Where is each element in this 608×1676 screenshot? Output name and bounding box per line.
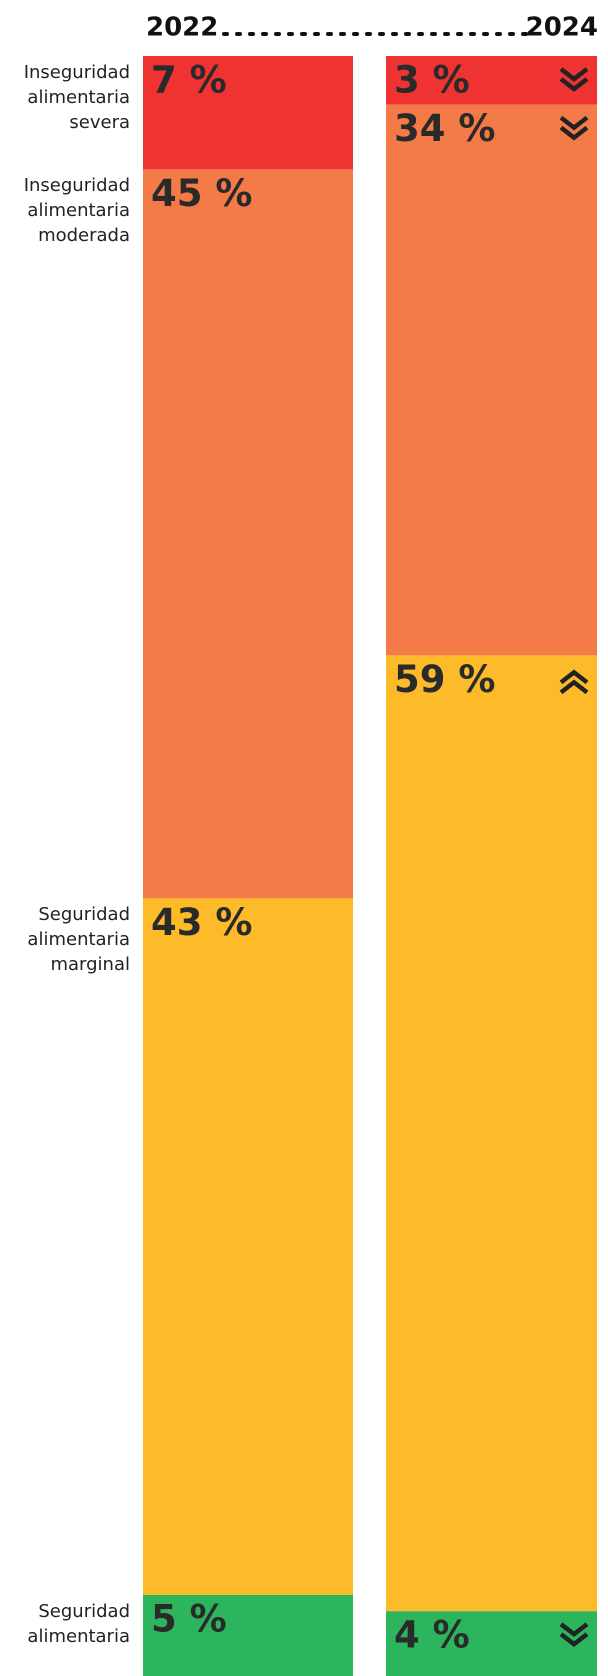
value-label: 59 % <box>394 658 495 701</box>
series-label: Inseguridad alimentaria severa <box>23 62 130 133</box>
bar-segment <box>386 1611 597 1676</box>
trend-icon <box>559 115 589 131</box>
series-label: Seguridad alimentaria marginal <box>27 904 130 976</box>
value-label: 5 % <box>151 1598 227 1641</box>
trend-icon <box>559 125 589 141</box>
value-label: 45 % <box>151 172 252 215</box>
value-label: 34 % <box>394 107 495 150</box>
series-label: Inseguridad alimentaria moderada <box>23 175 130 247</box>
bar-segment <box>386 655 597 1612</box>
bar-segment <box>143 1595 353 1676</box>
bar-segment <box>143 169 353 899</box>
trend-icon <box>559 67 589 82</box>
bar-segment <box>386 104 597 656</box>
trend-icon <box>559 1632 589 1648</box>
bar-segment <box>143 56 353 170</box>
value-label: 3 % <box>394 59 470 102</box>
trend-icon <box>559 77 589 92</box>
trend-icon <box>559 679 589 695</box>
value-label: 7 % <box>151 59 227 102</box>
series-label: Seguridad alimentaria <box>27 1601 130 1647</box>
value-label: 43 % <box>151 901 252 944</box>
trend-icon <box>559 669 589 685</box>
trend-icon <box>559 1622 589 1638</box>
category-label: 2024 <box>526 13 598 43</box>
bar-segment <box>143 898 353 1595</box>
category-label: 2022 <box>146 13 218 43</box>
value-label: 4 % <box>394 1614 470 1657</box>
